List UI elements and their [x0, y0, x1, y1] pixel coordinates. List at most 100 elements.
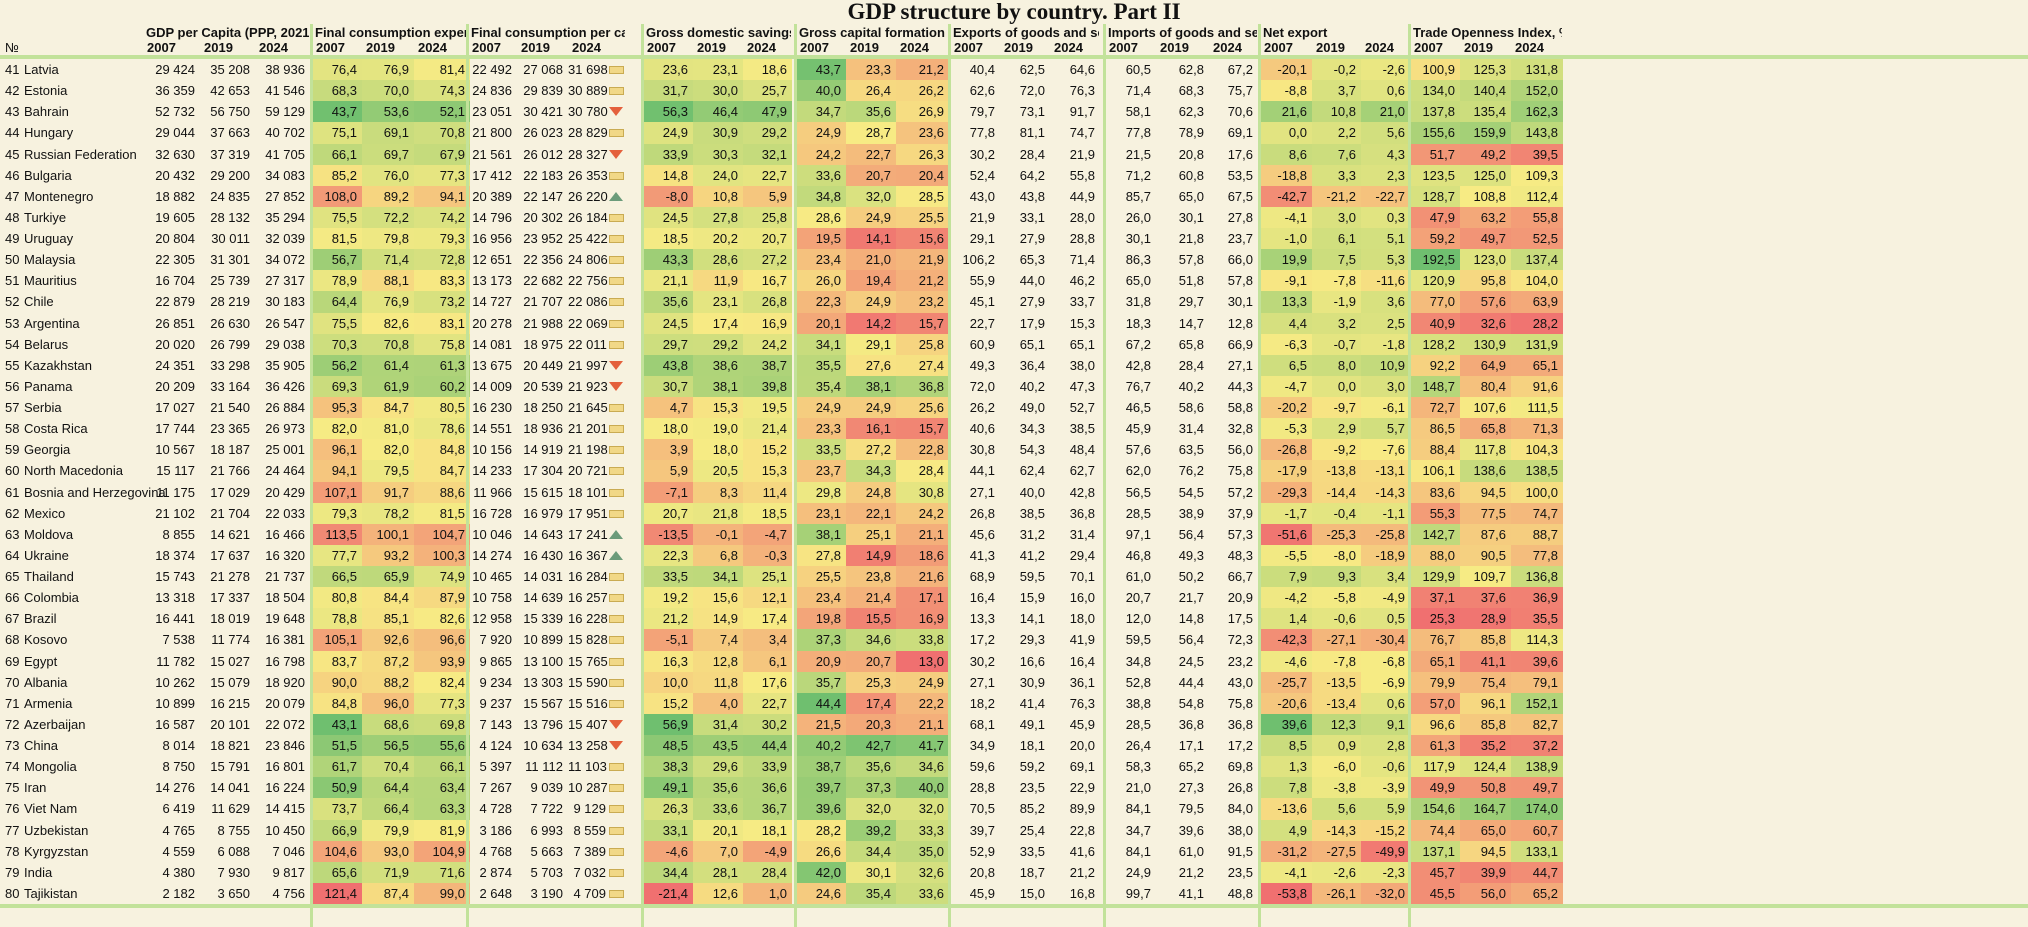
fcpc-cell: 7 920 — [479, 632, 512, 648]
exp-cell: 27,1 — [969, 484, 995, 500]
gcf-cell: 22,7 — [846, 143, 896, 166]
imp-cell: 12,0 — [1125, 611, 1151, 627]
imp-cell: 21,7 — [1178, 590, 1204, 606]
fce-cell: 56,5 — [362, 735, 414, 757]
net-cell: 5,6 — [1361, 122, 1410, 145]
fcpc-cell: 10 156 — [472, 442, 512, 458]
gcf-cell: 34,6 — [846, 629, 896, 652]
fce-cell: 83,3 — [414, 270, 470, 293]
fce-cell: 76,9 — [362, 291, 414, 314]
fcpc-cell: 21 997 — [568, 357, 608, 373]
gdp-cell: 6 419 — [162, 801, 195, 817]
gdp-cell: 36 359 — [155, 83, 195, 99]
gdp-cell: 29 424 — [155, 62, 195, 77]
gds-cell: 22,7 — [743, 164, 792, 187]
gds-cell: 5,9 — [643, 460, 693, 483]
fce-cell: 121,4 — [312, 882, 362, 905]
toi-cell: 80,4 — [1460, 375, 1511, 398]
fcpc-cell: 15 339 — [523, 611, 563, 627]
gds-cell: 33,5 — [643, 566, 693, 588]
gdp-cell: 8 755 — [217, 822, 250, 838]
toi-cell: 39,6 — [1511, 650, 1563, 673]
exp-cell: 52,7 — [1069, 400, 1095, 415]
toi-cell: 88,7 — [1511, 523, 1563, 546]
table-row: 51 Mauritius 16 704 25 739 27 317 78,9 88,1 83,… — [0, 270, 2028, 293]
gcf-cell: 35,6 — [846, 756, 896, 779]
fce-cell: 75,5 — [312, 206, 362, 229]
gdp-cell: 26 884 — [265, 400, 305, 415]
imp-cell: 30,1 — [1178, 209, 1204, 225]
gcf-cell: 21,1 — [896, 713, 949, 736]
gcf-cell: 44,4 — [796, 692, 846, 715]
country-name: Russian Federation — [24, 146, 137, 162]
row-number: 45 — [5, 146, 20, 162]
country-name: China — [24, 738, 58, 753]
gdp-cell: 29 038 — [265, 336, 305, 352]
imp-cell: 78,9 — [1178, 125, 1204, 141]
gcf-cell: 26,6 — [796, 840, 846, 863]
fcpc-cell: 11 966 — [473, 484, 512, 500]
gcf-cell: 25,5 — [896, 206, 949, 229]
gdp-cell: 16 587 — [155, 716, 195, 732]
fcpc-cell: 7 389 — [573, 843, 606, 859]
exp-cell: 45,6 — [969, 526, 995, 542]
toi-cell: 137,1 — [1410, 840, 1460, 863]
net-cell: 0,0 — [1312, 375, 1361, 398]
imp-cell: 46,8 — [1125, 547, 1151, 563]
gcf-cell: 35,4 — [796, 375, 846, 398]
exp-cell: 68,9 — [969, 569, 995, 584]
gdp-cell: 16 381 — [265, 632, 305, 648]
trend-flat-icon — [609, 488, 624, 497]
table-row: 69 Egypt 11 782 15 027 16 798 83,7 87,2 93,9 9 8… — [0, 650, 2028, 673]
row-number: 69 — [5, 653, 20, 669]
fce-cell: 82,0 — [312, 418, 362, 441]
trend-flat-icon — [609, 509, 624, 518]
net-cell: 9,3 — [1312, 566, 1361, 588]
imp-cell: 18,3 — [1125, 315, 1151, 331]
gdp-cell: 26 630 — [210, 315, 250, 331]
gdp-cell: 29 200 — [210, 167, 250, 183]
gdp-cell: 26 799 — [210, 336, 250, 352]
fcpc-cell: 22 147 — [523, 188, 563, 204]
row-number: 78 — [5, 843, 20, 859]
gds-cell: 29,6 — [693, 756, 743, 779]
net-cell: 13,3 — [1260, 291, 1312, 314]
row-number: 55 — [5, 357, 20, 373]
fce-cell: 92,6 — [362, 629, 414, 652]
net-cell: 3,3 — [1312, 164, 1361, 187]
exp-cell: 22,8 — [1069, 822, 1095, 838]
toi-cell: 109,3 — [1511, 164, 1563, 187]
country-name: Armenia — [24, 695, 73, 711]
exp-cell: 16,8 — [1069, 885, 1095, 901]
gdp-cell: 27 317 — [265, 273, 305, 289]
gdp-cell: 21 737 — [265, 569, 305, 584]
imp-cell: 67,2 — [1227, 62, 1253, 77]
gcf-cell: 34,1 — [796, 333, 846, 356]
gcf-cell: 24,9 — [846, 291, 896, 314]
gdp-cell: 6 088 — [217, 843, 250, 859]
gdp-cell: 31 301 — [210, 252, 250, 268]
gds-cell: 36,7 — [743, 798, 792, 821]
fcpc-cell: 22 011 — [568, 336, 607, 352]
gdp-cell: 15 743 — [155, 569, 195, 584]
year-header: 2007 — [1109, 40, 1138, 55]
imp-cell: 17,6 — [1227, 146, 1253, 162]
imp-cell: 62,3 — [1178, 104, 1204, 120]
net-cell: 21,6 — [1260, 101, 1312, 124]
toi-cell: 124,4 — [1460, 756, 1511, 779]
fcpc-cell: 12 958 — [472, 611, 512, 627]
year-header: 2007 — [647, 40, 676, 55]
exp-cell: 26,8 — [969, 505, 995, 521]
gds-cell: 8,3 — [693, 481, 743, 504]
table-row: 65 Thailand 15 743 21 278 21 737 66,5 65,9 74,9… — [0, 566, 2028, 588]
table-row: 58 Costa Rica 17 744 23 365 26 973 82,0 81,0 78… — [0, 418, 2028, 441]
table-row: 79 India 4 380 7 930 9 817 65,6 71,9 71,6 2 874 5… — [0, 861, 2028, 884]
net-cell: -25,7 — [1260, 671, 1312, 694]
gdp-cell: 21 704 — [210, 505, 250, 521]
row-number: 67 — [5, 611, 20, 627]
net-cell: -0,2 — [1312, 59, 1361, 81]
toi-cell: 120,9 — [1410, 270, 1460, 293]
gdp-cell: 23 365 — [210, 421, 250, 437]
fcpc-cell: 16 979 — [523, 505, 563, 521]
imp-cell: 21,5 — [1125, 146, 1151, 162]
